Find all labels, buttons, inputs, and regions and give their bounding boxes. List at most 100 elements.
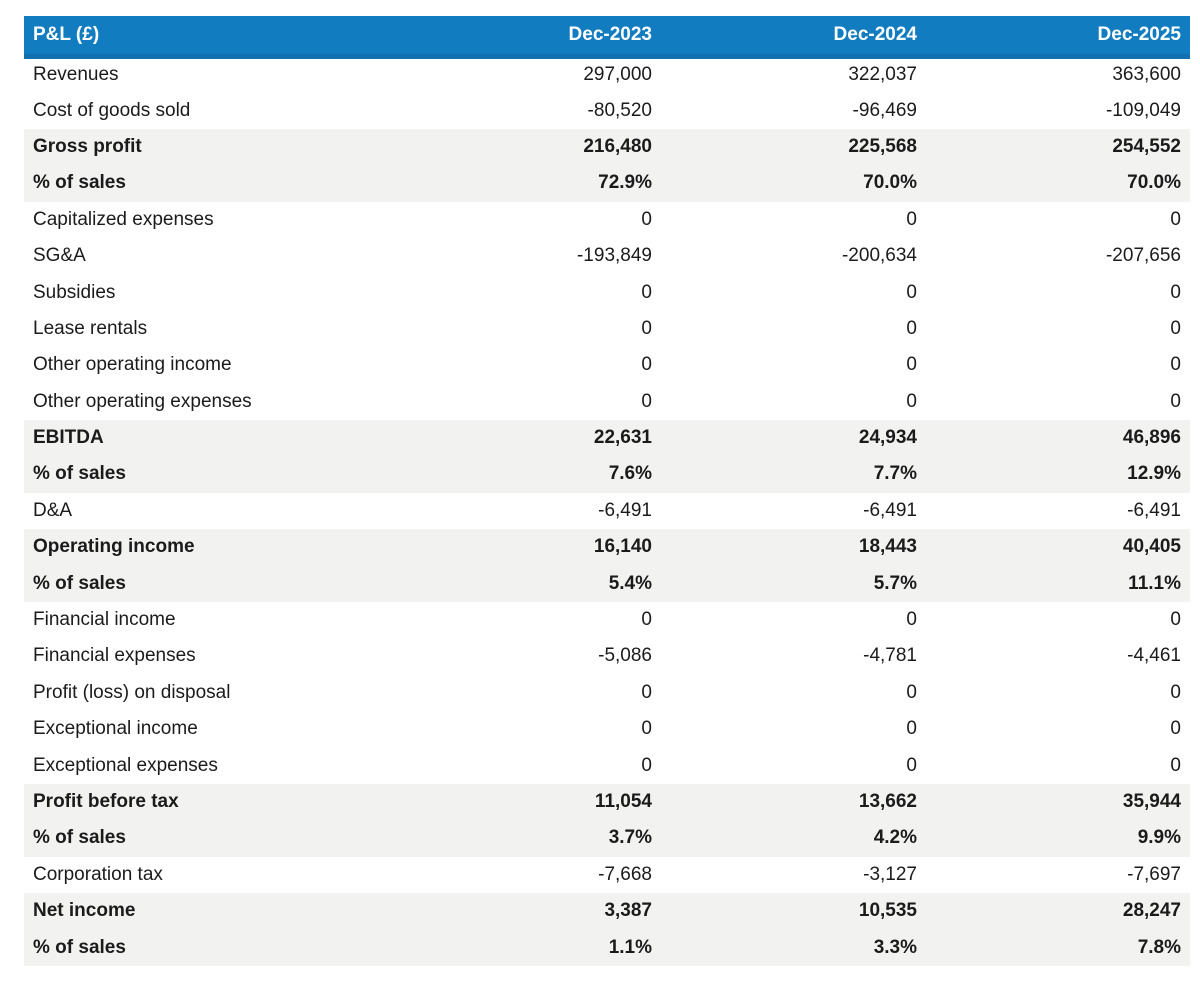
row-value: -5,086 <box>396 638 661 675</box>
row-label: Corporation tax <box>24 856 396 893</box>
row-value: 225,568 <box>661 128 926 166</box>
table-row: Gross profit 216,480 225,568 254,552 <box>24 128 1190 166</box>
row-value: -80,520 <box>396 92 661 129</box>
row-value: 0 <box>926 601 1190 639</box>
row-value: 12.9% <box>926 456 1190 493</box>
table-body: Revenues 297,000 322,037 363,600 Cost of goo… <box>24 56 1190 966</box>
table-row: D&A -6,491 -6,491 -6,491 <box>24 492 1190 530</box>
row-value: 216,480 <box>396 128 661 166</box>
pnl-table: P&L (£) Dec-2023 Dec-2024 Dec-2025 Reven… <box>24 16 1190 966</box>
row-value: 0 <box>661 711 926 748</box>
row-value: 24,934 <box>661 419 926 457</box>
row-value: 0 <box>926 274 1190 311</box>
row-value: 5.4% <box>396 565 661 602</box>
row-value: 0 <box>661 674 926 712</box>
row-value: 5.7% <box>661 565 926 602</box>
row-value: 0 <box>926 711 1190 748</box>
row-value: 0 <box>396 383 661 420</box>
row-label: Revenues <box>24 56 396 93</box>
row-value: 11.1% <box>926 565 1190 602</box>
table-row: Net income 3,387 10,535 28,247 <box>24 892 1190 930</box>
row-value: 0 <box>396 347 661 384</box>
table-row: SG&A -193,849 -200,634 -207,656 <box>24 237 1190 275</box>
row-label: Other operating income <box>24 347 396 384</box>
row-label: Exceptional expenses <box>24 747 396 784</box>
row-value: -3,127 <box>661 856 926 893</box>
row-value: 0 <box>661 347 926 384</box>
table-row: % of sales 7.6% 7.7% 12.9% <box>24 456 1190 493</box>
row-value: 0 <box>396 674 661 712</box>
table-row: Profit before tax 11,054 13,662 35,944 <box>24 783 1190 821</box>
row-label: Other operating expenses <box>24 383 396 420</box>
row-value: 0 <box>396 201 661 238</box>
row-label: Exceptional income <box>24 711 396 748</box>
row-label: % of sales <box>24 820 396 857</box>
row-value: 10,535 <box>661 892 926 930</box>
row-value: 11,054 <box>396 783 661 821</box>
row-value: 70.0% <box>661 165 926 202</box>
table-row: Capitalized expenses 0 0 0 <box>24 201 1190 238</box>
row-label: % of sales <box>24 165 396 202</box>
row-value: -6,491 <box>926 492 1190 530</box>
row-label: SG&A <box>24 237 396 275</box>
table-row: EBITDA 22,631 24,934 46,896 <box>24 419 1190 457</box>
table-row: % of sales 1.1% 3.3% 7.8% <box>24 929 1190 966</box>
row-label: Net income <box>24 892 396 930</box>
column-header-dec-2025: Dec-2025 <box>926 16 1190 59</box>
table-title: P&L (£) <box>24 16 396 59</box>
row-value: -7,668 <box>396 856 661 893</box>
row-value: 46,896 <box>926 419 1190 457</box>
row-value: 0 <box>926 747 1190 784</box>
row-label: Financial income <box>24 601 396 639</box>
row-value: 363,600 <box>926 56 1190 93</box>
row-value: 1.1% <box>396 929 661 966</box>
row-label: Financial expenses <box>24 638 396 675</box>
table-row: Corporation tax -7,668 -3,127 -7,697 <box>24 856 1190 893</box>
row-label: Operating income <box>24 529 396 566</box>
table-row: % of sales 72.9% 70.0% 70.0% <box>24 165 1190 202</box>
row-value: 0 <box>396 747 661 784</box>
row-value: 9.9% <box>926 820 1190 857</box>
row-value: 297,000 <box>396 56 661 93</box>
row-value: 0 <box>661 201 926 238</box>
row-value: 0 <box>661 747 926 784</box>
table-row: % of sales 5.4% 5.7% 11.1% <box>24 565 1190 602</box>
row-value: 0 <box>926 383 1190 420</box>
row-value: 70.0% <box>926 165 1190 202</box>
row-value: 28,247 <box>926 892 1190 930</box>
row-value: 0 <box>396 601 661 639</box>
row-label: Cost of goods sold <box>24 92 396 129</box>
row-value: 7.8% <box>926 929 1190 966</box>
column-header-dec-2024: Dec-2024 <box>661 16 926 59</box>
column-header-dec-2023: Dec-2023 <box>396 16 661 59</box>
row-label: Subsidies <box>24 274 396 311</box>
table-row: Cost of goods sold -80,520 -96,469 -109,049 <box>24 92 1190 129</box>
row-value: 0 <box>926 201 1190 238</box>
row-value: 3,387 <box>396 892 661 930</box>
row-label: % of sales <box>24 929 396 966</box>
table-row: Other operating expenses 0 0 0 <box>24 383 1190 420</box>
row-value: 0 <box>396 310 661 348</box>
row-label: Lease rentals <box>24 310 396 348</box>
row-value: 16,140 <box>396 529 661 566</box>
row-value: 7.6% <box>396 456 661 493</box>
row-value: 0 <box>661 274 926 311</box>
table-row: Other operating income 0 0 0 <box>24 347 1190 384</box>
row-value: 22,631 <box>396 419 661 457</box>
row-value: 7.7% <box>661 456 926 493</box>
row-label: Gross profit <box>24 128 396 166</box>
row-value: -109,049 <box>926 92 1190 129</box>
row-label: D&A <box>24 492 396 530</box>
row-value: -96,469 <box>661 92 926 129</box>
table-row: Exceptional expenses 0 0 0 <box>24 747 1190 784</box>
table-row: Financial expenses -5,086 -4,781 -4,461 <box>24 638 1190 675</box>
row-label: Capitalized expenses <box>24 201 396 238</box>
row-value: 0 <box>926 310 1190 348</box>
table-row: Financial income 0 0 0 <box>24 601 1190 639</box>
row-value: 3.7% <box>396 820 661 857</box>
header-row: P&L (£) Dec-2023 Dec-2024 Dec-2025 <box>24 16 1190 59</box>
table-row: Operating income 16,140 18,443 40,405 <box>24 529 1190 566</box>
row-value: -193,849 <box>396 237 661 275</box>
row-value: 0 <box>661 383 926 420</box>
